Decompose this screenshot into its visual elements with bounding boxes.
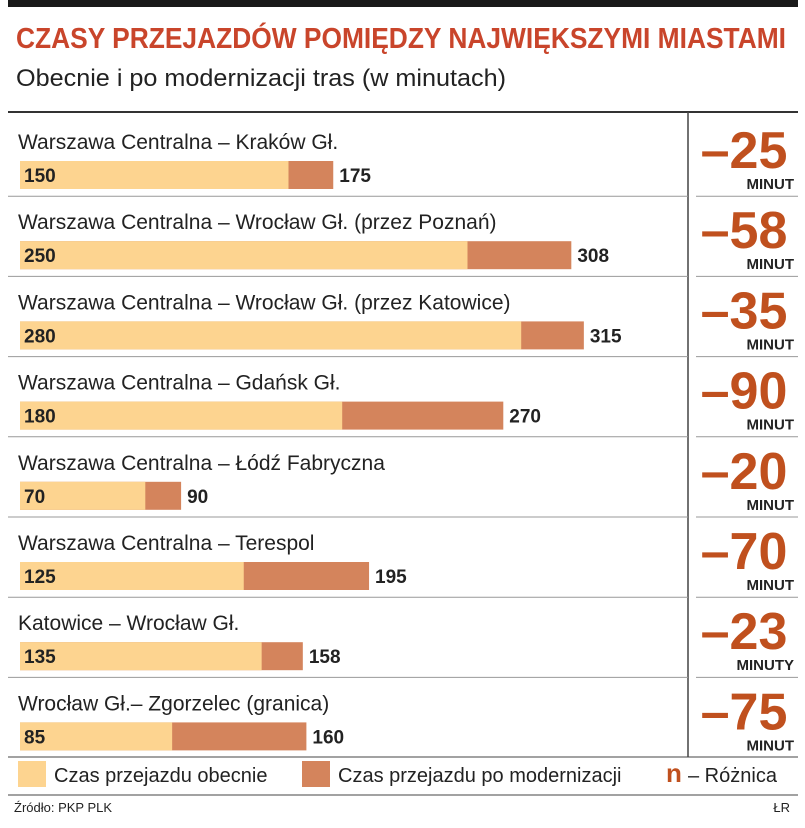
difference-unit: MINUT — [747, 497, 795, 514]
difference: –70 — [701, 523, 788, 581]
legend-swatch — [18, 761, 46, 787]
legend-label: – Różnica — [688, 765, 778, 787]
bar-current — [20, 321, 522, 350]
legend-label: Czas przejazdu obecnie — [54, 765, 267, 787]
value-label: 125 — [24, 567, 56, 588]
value-label: 315 — [590, 326, 622, 347]
route-label: Katowice – Wrocław Gł. — [18, 612, 239, 635]
value-label: 135 — [24, 647, 56, 668]
value-label: 85 — [24, 727, 46, 748]
legend-label: Czas przejazdu po modernizacji — [338, 765, 621, 787]
route-label: Warszawa Centralna – Wrocław Gł. (przez … — [18, 291, 511, 314]
value-label: 195 — [375, 567, 407, 588]
bar-current — [20, 401, 343, 430]
difference-unit: MINUT — [747, 256, 795, 273]
difference: –75 — [701, 683, 788, 741]
chart-subtitle: Obecnie i po modernizacji tras (w minuta… — [16, 65, 506, 92]
route-label: Warszawa Centralna – Wrocław Gł. (przez … — [18, 211, 497, 234]
difference: –20 — [701, 443, 788, 501]
source: Źródło: PKP PLK — [14, 800, 112, 815]
bar-current — [20, 481, 146, 510]
route-label: Wrocław Gł.– Zgorzelec (granica) — [18, 692, 329, 715]
difference-unit: MINUT — [747, 577, 795, 594]
bar-current — [20, 722, 173, 751]
difference-unit: MINUT — [747, 417, 795, 434]
difference: –58 — [701, 202, 788, 260]
bar-current — [20, 241, 468, 270]
value-label: 90 — [187, 487, 208, 508]
value-label: 270 — [509, 407, 541, 428]
bar-current — [20, 642, 262, 671]
value-label: 158 — [309, 647, 341, 668]
bar-current — [20, 161, 289, 189]
difference-unit: MINUT — [747, 336, 795, 353]
difference-unit: MINUT — [747, 737, 795, 754]
value-label: 150 — [24, 166, 56, 187]
route-label: Warszawa Centralna – Terespol — [18, 532, 314, 555]
value-label: 160 — [312, 727, 344, 748]
bar-current — [20, 562, 244, 590]
difference: –25 — [701, 122, 788, 180]
top-rule — [8, 0, 798, 7]
difference: –90 — [701, 363, 788, 421]
difference-unit: MINUTY — [737, 657, 795, 674]
route-label: Warszawa Centralna – Łódź Fabryczna — [18, 452, 385, 475]
chart-title: CZASY PRZEJAZDÓW POMIĘDZY NAJWIĘKSZYMI M… — [16, 21, 786, 55]
credit: ŁR — [773, 800, 790, 815]
value-label: 280 — [24, 326, 56, 347]
value-label: 308 — [577, 246, 609, 267]
difference-unit: MINUT — [747, 176, 795, 193]
legend-symbol: n — [666, 758, 682, 788]
route-label: Warszawa Centralna – Gdańsk Gł. — [18, 372, 341, 395]
difference: –35 — [701, 282, 788, 340]
route-label: Warszawa Centralna – Kraków Gł. — [18, 131, 338, 154]
value-label: 180 — [24, 407, 56, 428]
value-label: 70 — [24, 487, 45, 508]
legend-swatch — [302, 761, 330, 787]
difference: –23 — [701, 603, 788, 661]
value-label: 250 — [24, 246, 56, 267]
value-label: 175 — [339, 166, 371, 187]
